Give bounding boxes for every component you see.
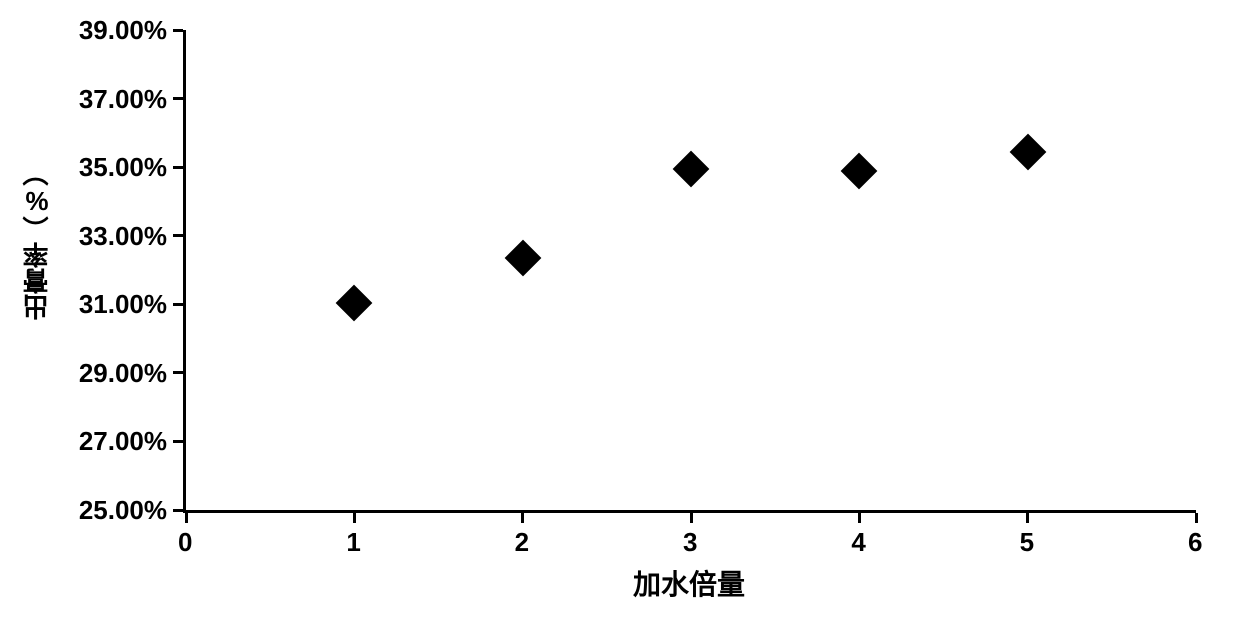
y-tick-label: 27.00% [79,426,167,457]
y-axis-title: 出膏率（%） [18,160,55,320]
y-tick-label: 31.00% [79,289,167,320]
data-point [841,152,878,189]
y-tick-label: 39.00% [79,15,167,46]
y-tick [173,509,183,512]
data-point [1009,133,1046,170]
y-tick-label: 29.00% [79,358,167,389]
y-tick [173,97,183,100]
y-tick [173,29,183,32]
y-tick [173,234,183,237]
x-tick [521,513,524,523]
x-tick [858,513,861,523]
data-point [673,150,710,187]
x-tick-label: 6 [1188,527,1202,558]
x-tick-label: 0 [178,527,192,558]
x-tick-label: 4 [851,527,865,558]
y-tick-label: 25.00% [79,495,167,526]
x-tick-label: 5 [1020,527,1034,558]
data-point [336,284,373,321]
y-tick-label: 33.00% [79,221,167,252]
x-tick-label: 2 [515,527,529,558]
x-axis-title: 加水倍量 [633,563,745,603]
x-tick [1026,513,1029,523]
x-tick [1195,513,1198,523]
data-point [504,240,541,277]
x-tick-label: 1 [346,527,360,558]
y-tick [173,303,183,306]
y-tick [173,440,183,443]
x-tick-label: 3 [683,527,697,558]
y-tick-label: 35.00% [79,152,167,183]
x-tick [690,513,693,523]
x-tick [185,513,188,523]
x-tick [353,513,356,523]
y-axis-line [183,30,186,510]
scatter-chart: 25.00% 27.00% 29.00% 31.00% 33.00% 35.00% 37.0… [0,0,1240,628]
y-tick-label: 37.00% [79,84,167,115]
y-tick [173,371,183,374]
y-tick [173,166,183,169]
